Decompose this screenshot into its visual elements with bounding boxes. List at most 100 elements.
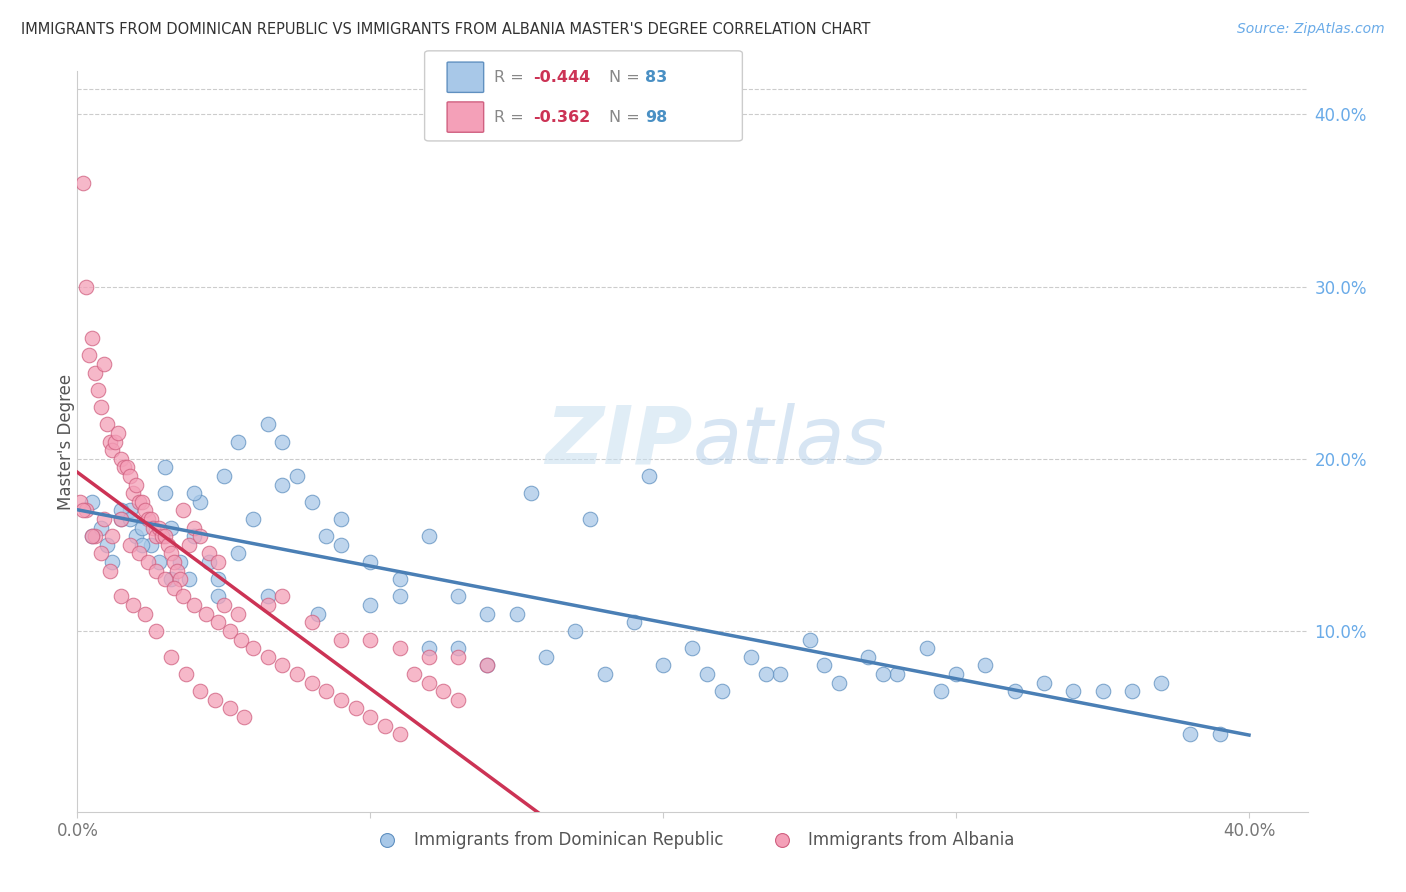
Point bbox=[136, 555, 159, 569]
Point bbox=[153, 529, 177, 543]
Point bbox=[228, 607, 250, 621]
Point bbox=[769, 667, 792, 681]
Point bbox=[256, 417, 278, 432]
Point bbox=[285, 469, 308, 483]
Point bbox=[301, 675, 323, 690]
Point bbox=[183, 521, 205, 535]
Point bbox=[104, 434, 127, 449]
Point bbox=[637, 469, 659, 483]
Point bbox=[233, 710, 256, 724]
Point bbox=[218, 624, 240, 638]
Point bbox=[110, 590, 132, 604]
Point bbox=[148, 521, 170, 535]
Point bbox=[256, 649, 278, 664]
Point bbox=[207, 555, 229, 569]
Point bbox=[242, 512, 264, 526]
Point bbox=[110, 512, 132, 526]
Point bbox=[115, 460, 138, 475]
Point bbox=[534, 649, 557, 664]
Point bbox=[945, 667, 967, 681]
Point bbox=[301, 495, 323, 509]
Point bbox=[183, 529, 205, 543]
Point bbox=[886, 667, 908, 681]
Point bbox=[359, 710, 381, 724]
Point bbox=[107, 425, 129, 440]
Point bbox=[388, 641, 411, 656]
Point bbox=[579, 512, 602, 526]
Point bbox=[80, 495, 103, 509]
Point bbox=[271, 477, 294, 491]
Y-axis label: Master's Degree: Master's Degree bbox=[58, 374, 75, 509]
Point bbox=[195, 607, 218, 621]
Point bbox=[160, 546, 183, 560]
Point bbox=[207, 590, 229, 604]
Point bbox=[142, 521, 165, 535]
Text: 98: 98 bbox=[645, 110, 668, 125]
Text: 83: 83 bbox=[645, 70, 668, 85]
Point bbox=[153, 572, 177, 586]
Point bbox=[307, 607, 329, 621]
Text: -0.444: -0.444 bbox=[533, 70, 591, 85]
Point bbox=[359, 632, 381, 647]
Point bbox=[153, 460, 177, 475]
Point bbox=[388, 590, 411, 604]
Point bbox=[652, 658, 675, 673]
Point bbox=[101, 555, 124, 569]
Point bbox=[110, 451, 132, 466]
Point bbox=[72, 503, 94, 517]
Point bbox=[315, 529, 337, 543]
Point bbox=[374, 718, 396, 732]
Point bbox=[447, 590, 470, 604]
Point bbox=[80, 529, 103, 543]
Point bbox=[69, 495, 91, 509]
Point bbox=[204, 693, 226, 707]
Point bbox=[1121, 684, 1143, 698]
Point bbox=[477, 607, 499, 621]
Text: ZIP: ZIP bbox=[546, 402, 693, 481]
Point bbox=[110, 503, 132, 517]
Point bbox=[150, 529, 173, 543]
Point bbox=[145, 529, 167, 543]
Point bbox=[256, 598, 278, 612]
Point bbox=[931, 684, 953, 698]
Point bbox=[858, 649, 880, 664]
Point bbox=[136, 512, 159, 526]
Point bbox=[915, 641, 938, 656]
Point bbox=[228, 434, 250, 449]
Point bbox=[188, 495, 212, 509]
Text: N =: N = bbox=[609, 70, 645, 85]
Text: R =: R = bbox=[494, 110, 529, 125]
Point bbox=[128, 546, 150, 560]
Point bbox=[359, 598, 381, 612]
Point bbox=[404, 667, 426, 681]
Point bbox=[98, 564, 121, 578]
Point bbox=[145, 624, 167, 638]
Point bbox=[188, 684, 212, 698]
Point bbox=[520, 486, 543, 500]
Point bbox=[359, 555, 381, 569]
Point bbox=[1180, 727, 1202, 741]
Point bbox=[75, 279, 97, 293]
Point bbox=[755, 667, 778, 681]
Point bbox=[98, 434, 121, 449]
Point bbox=[120, 503, 141, 517]
Point bbox=[974, 658, 997, 673]
Point bbox=[134, 607, 156, 621]
Point bbox=[125, 529, 148, 543]
Point bbox=[131, 538, 153, 552]
Point bbox=[93, 357, 115, 371]
Point bbox=[447, 649, 470, 664]
Point bbox=[101, 443, 124, 458]
Point bbox=[128, 495, 150, 509]
Point bbox=[80, 529, 103, 543]
Point bbox=[799, 632, 821, 647]
Point bbox=[120, 469, 141, 483]
Point bbox=[153, 486, 177, 500]
Point bbox=[172, 590, 194, 604]
Point bbox=[96, 417, 118, 432]
Point bbox=[813, 658, 835, 673]
Point bbox=[344, 701, 367, 715]
Point bbox=[696, 667, 718, 681]
Point bbox=[301, 615, 323, 630]
Point bbox=[96, 538, 118, 552]
